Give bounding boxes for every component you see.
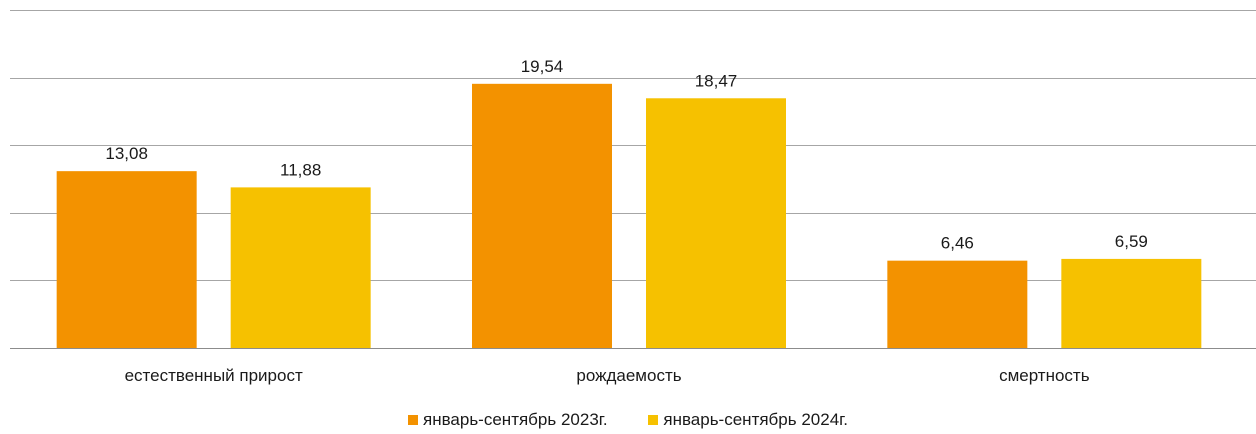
legend-item-2024: январь-сентябрь 2024г. bbox=[648, 410, 848, 430]
category-label-0: естественный прирост bbox=[125, 366, 303, 385]
legend-label-2023: январь-сентябрь 2023г. bbox=[422, 410, 608, 429]
legend-swatch-2023 bbox=[407, 415, 418, 425]
data-label-1-1: 18,47 bbox=[695, 71, 738, 90]
data-label-0-1: 11,88 bbox=[280, 160, 321, 179]
legend-swatch-2024 bbox=[648, 415, 659, 425]
bar-2-1 bbox=[1061, 258, 1202, 348]
category-labels: естественный прирост рождаемость смертност… bbox=[125, 366, 1090, 385]
value-labels: 13,08 11,88 19,54 18,47 6,46 6,59 bbox=[105, 57, 1147, 253]
legend-label-2024: январь-сентябрь 2024г. bbox=[663, 410, 848, 429]
bar-0-1 bbox=[230, 187, 371, 348]
data-label-2-1: 6,59 bbox=[1115, 232, 1148, 251]
bar-0-0 bbox=[56, 171, 197, 348]
data-label-2-0: 6,46 bbox=[941, 234, 974, 253]
category-label-2: смертность bbox=[999, 366, 1090, 385]
category-label-1: рождаемость bbox=[576, 366, 681, 385]
bar-2-0 bbox=[887, 260, 1028, 348]
gridlines bbox=[10, 10, 1256, 349]
bar-1-1 bbox=[646, 98, 786, 348]
bars bbox=[56, 83, 1202, 348]
legend-item-2023: январь-сентябрь 2023г. bbox=[407, 410, 608, 430]
data-label-1-0: 19,54 bbox=[521, 57, 564, 76]
data-label-0-0: 13,08 bbox=[105, 144, 148, 163]
bar-1-0 bbox=[472, 83, 612, 348]
legend: январь-сентябрь 2023г. январь-сентябрь 2… bbox=[0, 410, 1256, 430]
